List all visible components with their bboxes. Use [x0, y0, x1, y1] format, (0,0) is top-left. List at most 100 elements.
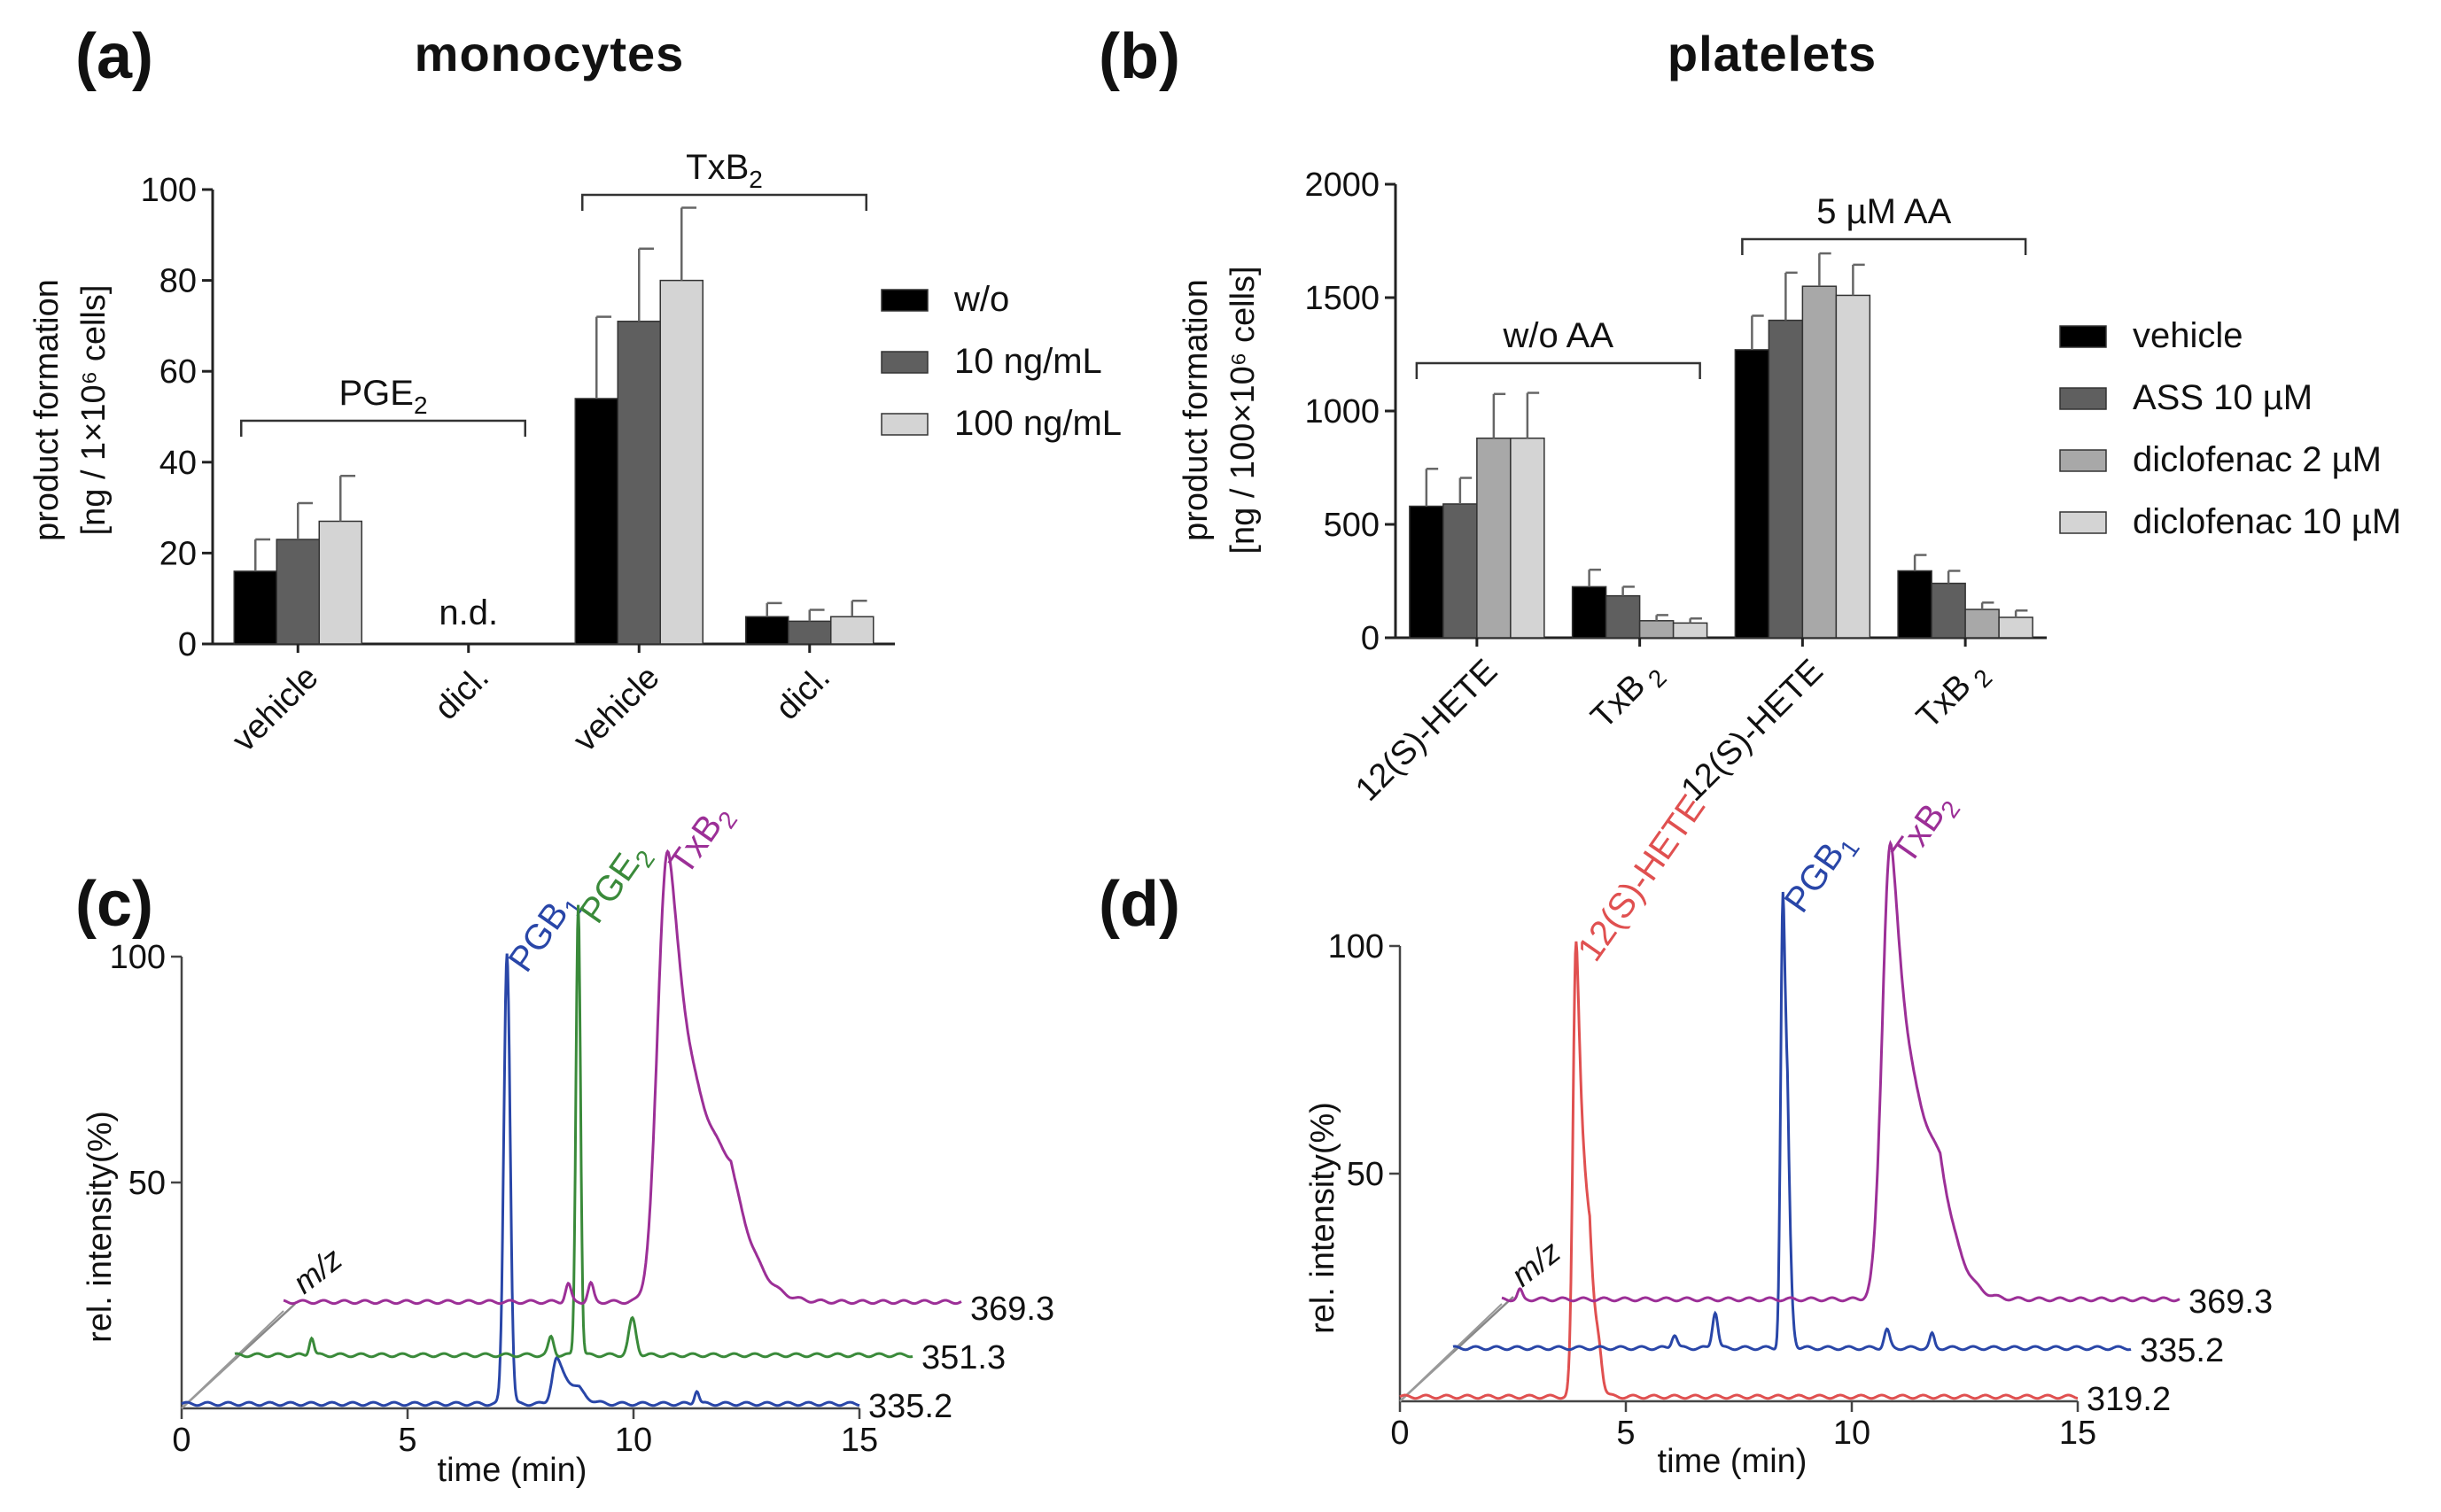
panel-d-xtick-label: 15 [2059, 1415, 2096, 1452]
panel-b-xtick-label: 12(S)-HETE [1349, 653, 1504, 809]
panel-a-xtick-label: dicl. [769, 659, 837, 727]
panel-c-ytick-label: 50 [128, 1165, 166, 1202]
panel-c-letter: (c) [75, 869, 153, 940]
panel-c-peak-label: PGE2 [572, 835, 660, 934]
panel-a-xtick-label: dicl. [428, 659, 496, 727]
panel-a-group-bracket [581, 193, 867, 211]
panel-b-group-label-main: w/o AA [1502, 316, 1613, 355]
panel-b-bar [1510, 437, 1545, 639]
panel-a-monocytes: (a) monocytes product formation [ng / 1×… [28, 21, 1122, 759]
panel-b-bar [1835, 294, 1871, 639]
panel-b-bar [1964, 609, 2000, 639]
panel-a-legend-label: 100 ng/mL [954, 404, 1122, 443]
panel-d-xtick-label: 10 [1833, 1415, 1870, 1452]
panel-a-legend-swatch [881, 351, 929, 374]
panel-a-group-bracket [240, 419, 526, 437]
panel-c-mz-axis-label: m/z [286, 1240, 349, 1300]
panel-b-group-label-main: 5 µM AA [1816, 192, 1951, 231]
panel-b-legend-label: diclofenac 2 µM [2133, 440, 2382, 479]
panel-a-xtick-main: vehicle [225, 659, 325, 759]
panel-d-peak-label-main: 12(S)-HETE [1570, 788, 1713, 969]
panel-a-group-label-main: TxB [686, 148, 749, 187]
panel-d-trace-mz-label: 369.3 [2188, 1283, 2273, 1321]
panel-a-bar [276, 539, 320, 645]
panel-b-legend-swatch [2059, 511, 2107, 534]
panel-b-bar [1672, 622, 1708, 639]
panel-d-peak-label: 12(S)-HETE [1570, 788, 1713, 969]
panel-d-trace-mz-label: 335.2 [2140, 1332, 2224, 1369]
panel-d-ytick-label: 50 [1347, 1156, 1384, 1193]
panel-c-xtick-label: 0 [172, 1422, 190, 1459]
panel-b-bar [1638, 620, 1675, 639]
panel-a-bar [318, 520, 362, 645]
panel-d-trace-335.2 [1452, 891, 2132, 1352]
panel-a-group-label-main: PGE [338, 374, 413, 413]
panel-c-xtick-label: 10 [615, 1422, 652, 1459]
panel-b-xtick-label: 12(S)-HETE [1675, 653, 1831, 809]
panel-a-legend-swatch [881, 413, 929, 436]
panel-b-bar [1442, 503, 1478, 639]
panel-b-legend-swatch [2059, 387, 2107, 410]
panel-d-trace-369.3 [1501, 840, 2181, 1303]
panel-a-annotation: n.d. [439, 593, 498, 632]
panel-b-bar [1605, 594, 1641, 639]
panel-a-ytick-label: 80 [159, 263, 197, 300]
panel-d-peak-label: TxB2 [1885, 786, 1966, 874]
panel-a-group-label-subscript: 2 [414, 392, 428, 419]
panel-b-ytick-label: 0 [1361, 620, 1380, 657]
panel-b-legend-swatch [2059, 449, 2107, 472]
panel-c-trace-mz-label: 351.3 [921, 1339, 1006, 1376]
panel-d-xtick-label: 5 [1616, 1415, 1635, 1452]
panel-b-legend-label: ASS 10 µM [2133, 378, 2313, 417]
panel-b-platelets: (b) platelets product formation [ng / 10… [1099, 21, 2401, 809]
panel-b-group-bracket [1415, 361, 1701, 379]
panel-b-title: platelets [1667, 26, 1877, 81]
panel-a-group-label: PGE2 [338, 374, 427, 419]
panel-d-chromatogram: (d) rel. intensity(%) time (min) 50 100 0 5… [1099, 786, 2273, 1480]
panel-b-bar [1734, 349, 1770, 639]
panel-c-depth-guide [181, 1310, 284, 1409]
panel-a-xtick-main: dicl. [769, 659, 837, 727]
panel-c-trace-mz-label: 335.2 [868, 1388, 952, 1425]
panel-b-bar [1571, 585, 1607, 639]
panel-b-xtick-main: TxB [1909, 667, 1978, 735]
panel-a-legend-label: 10 ng/mL [954, 342, 1102, 381]
panel-a-ytick-label: 40 [159, 445, 197, 482]
panel-a-bar [617, 321, 661, 645]
panel-a-ytick-label: 100 [141, 172, 197, 209]
panel-b-ytick-label: 2000 [1304, 167, 1380, 204]
panel-d-trace-319.2 [1399, 941, 2079, 1400]
panel-c-xtick-label: 5 [398, 1422, 416, 1459]
panel-c-xlabel: time (min) [438, 1452, 587, 1489]
panel-a-legend-label: w/o [953, 280, 1009, 319]
panel-b-ylabel-line2: [ng / 100×10⁶ cells] [1224, 266, 1262, 554]
panel-a-ytick-label: 0 [178, 626, 197, 663]
panel-b-xtick-label: TxB2 [1584, 653, 1672, 740]
panel-c-chromatogram: (c) rel. intensity(%) time (min) 50 100 0 5… [75, 806, 1054, 1489]
panel-b-bar [1409, 505, 1444, 639]
panel-b-group-label: w/o AA [1502, 316, 1613, 355]
panel-a-ytick-label: 60 [159, 353, 197, 391]
panel-a-group-label: TxB2 [686, 148, 763, 193]
panel-b-xtick-label: TxB2 [1909, 653, 1997, 740]
panel-b-xtick-main: TxB [1584, 667, 1652, 735]
panel-b-group-label: 5 µM AA [1816, 192, 1951, 231]
panel-c-ytick-label: 100 [110, 939, 166, 976]
panel-b-legend-swatch [2059, 325, 2107, 348]
panel-a-ylabel-line1: product formation [28, 279, 66, 541]
panel-d-mz-axis-label: m/z [1504, 1233, 1567, 1293]
panel-b-bar [1476, 437, 1512, 639]
panel-a-bar [788, 620, 832, 645]
panel-a-xtick-main: vehicle [566, 659, 666, 759]
panel-b-bar [1768, 319, 1804, 639]
panel-d-xtick-label: 0 [1390, 1415, 1409, 1452]
panel-b-xtick-main: 12(S)-HETE [1349, 653, 1504, 809]
panel-b-letter: (b) [1099, 21, 1180, 92]
panel-d-letter: (d) [1099, 869, 1180, 940]
panel-a-bar [659, 279, 704, 645]
panel-b-bar [1897, 570, 1932, 639]
panel-a-bar [830, 616, 875, 645]
panel-a-xtick-main: dicl. [428, 659, 496, 727]
panel-b-xtick-main: 12(S)-HETE [1675, 653, 1831, 809]
